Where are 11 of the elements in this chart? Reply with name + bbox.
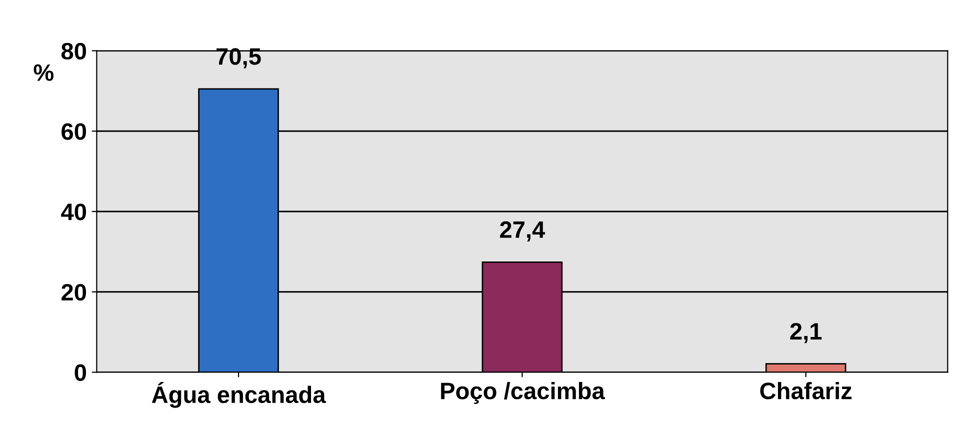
y-axis-title: % (34, 64, 54, 81)
x-tick-label: Água encanada (152, 382, 326, 408)
data-label: 2,1 (790, 322, 822, 344)
x-tick-label: Chafariz (760, 382, 852, 400)
y-tick-label: 80 (61, 42, 86, 60)
y-tick-label: 20 (62, 284, 86, 301)
x-tick-label: Poço /cacimba (441, 382, 606, 404)
y-tick-label: 60 (62, 123, 86, 140)
y-tick-label: 40 (61, 204, 86, 220)
data-label: 27,4 (500, 221, 546, 242)
y-tick-label: 0 (74, 364, 86, 382)
